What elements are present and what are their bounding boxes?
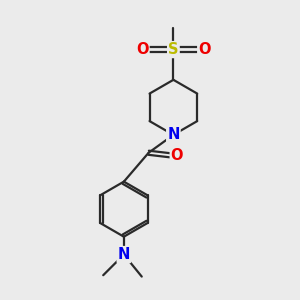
Text: N: N [167, 128, 180, 142]
Text: O: O [136, 42, 148, 57]
Text: O: O [198, 42, 211, 57]
Text: O: O [171, 148, 183, 163]
Text: N: N [118, 247, 130, 262]
Text: S: S [168, 42, 178, 57]
